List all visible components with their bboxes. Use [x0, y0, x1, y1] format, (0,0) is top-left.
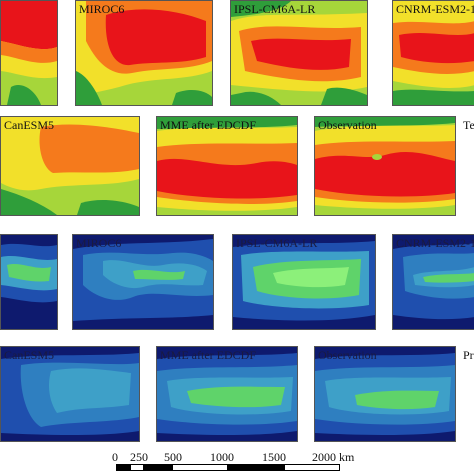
model-label-cnrm-precip: CNRM-ESM2-1 [396, 236, 474, 250]
model-label-observation-precip: Observation [318, 348, 377, 362]
precip-panel-observation: Observation [314, 346, 456, 442]
precip-panel-cropped-left [0, 234, 58, 330]
scale-bar-segment [228, 464, 284, 471]
model-label-ipsl-precip: IPSL-CM6A-LR [236, 236, 318, 250]
scale-bar-segment [130, 464, 144, 471]
precip-panel-mme: MME after EDCDF [156, 346, 298, 442]
precip-panel-cnrm: CNRM-ESM2-1 [392, 234, 474, 330]
temperature-side-label: Te [463, 118, 474, 132]
scale-label-500: 500 [164, 450, 182, 464]
temp-panel-ipsl: IPSL-CM6A-LR [230, 0, 368, 106]
temp-panel-mme: MME after EDCDF [156, 116, 298, 216]
model-label-ipsl-temp: IPSL-CM6A-LR [234, 2, 316, 16]
model-label-miroc6-precip: MIROC6 [76, 236, 122, 250]
precip-panel-canesm5: CanESM5 [0, 346, 140, 442]
model-label-mme-precip: MME after EDCDF [160, 348, 256, 362]
scale-label-250: 250 [130, 450, 148, 464]
model-label-mme-temp: MME after EDCDF [160, 118, 256, 132]
model-label-cnrm-temp: CNRM-ESM2-1 [396, 2, 474, 16]
scale-bar-segment [144, 464, 172, 471]
model-label-canesm5-temp: CanESM5 [4, 118, 55, 132]
temp-panel-canesm5: CanESM5 [0, 116, 140, 216]
temp-panel-miroc6: MIROC6 [75, 0, 213, 106]
precipitation-side-label: Pr [463, 348, 474, 362]
precip-panel-ipsl: IPSL-CM6A-LR [232, 234, 376, 330]
scale-bar-segment [116, 464, 130, 471]
scale-label-2000km: 2000 km [312, 450, 355, 464]
precip-panel-miroc6: MIROC6 [72, 234, 214, 330]
scale-label-1500: 1500 [262, 450, 286, 464]
model-label-observation-temp: Observation [318, 118, 377, 132]
temp-panel-cnrm: CNRM-ESM2-1 [392, 0, 474, 106]
temp-panel-cropped-left [0, 0, 58, 106]
temp-panel-observation: Observation [314, 116, 456, 216]
scale-bar [116, 464, 348, 474]
scale-bar-segment [172, 464, 228, 471]
scale-label-0: 0 [112, 450, 118, 464]
scale-label-1000: 1000 [210, 450, 234, 464]
scale-bar-segment [284, 464, 340, 471]
model-label-canesm5-precip: CanESM5 [4, 348, 55, 362]
model-label-miroc6-temp: MIROC6 [79, 2, 125, 16]
